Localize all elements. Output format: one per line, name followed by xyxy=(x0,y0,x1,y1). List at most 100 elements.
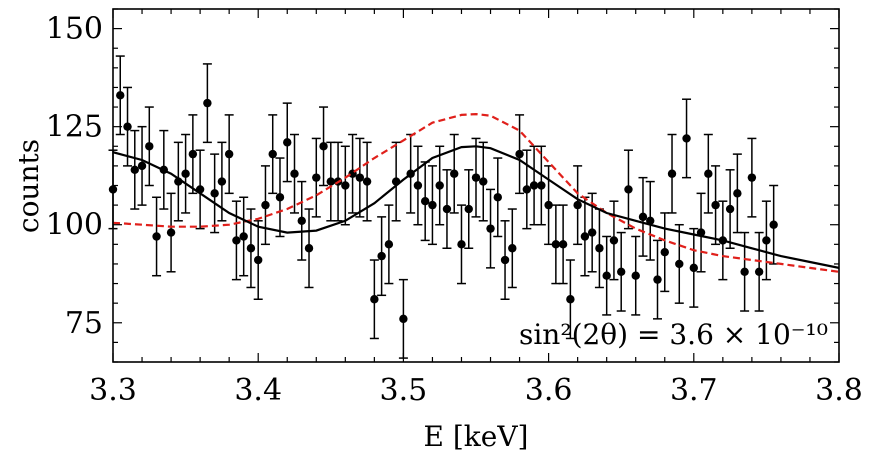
data-point xyxy=(442,204,452,214)
data-point xyxy=(435,181,444,190)
data-point xyxy=(275,193,285,202)
x-tick-label: 3.8 xyxy=(815,373,863,408)
fit-line-solid xyxy=(113,145,839,269)
data-point xyxy=(566,295,575,304)
data-point xyxy=(181,169,190,178)
data-point xyxy=(529,181,539,190)
data-point xyxy=(733,189,742,198)
data-point xyxy=(210,189,219,198)
data-point xyxy=(682,134,691,143)
data-point xyxy=(130,165,139,175)
model-line-dashed xyxy=(113,112,839,273)
data-point xyxy=(290,169,299,178)
data-point xyxy=(420,196,430,206)
data-point xyxy=(740,267,749,276)
data-point xyxy=(595,244,604,253)
data-point xyxy=(428,200,437,210)
data-point xyxy=(537,181,546,190)
data-point xyxy=(217,177,227,186)
data-point xyxy=(580,232,590,241)
data-point xyxy=(558,240,568,249)
data-point xyxy=(137,161,147,171)
data-point xyxy=(188,149,198,159)
data-point xyxy=(711,200,720,210)
data-point xyxy=(646,216,655,225)
data-point xyxy=(232,236,241,245)
data-point xyxy=(457,240,466,249)
data-point xyxy=(268,149,277,159)
data-point xyxy=(660,247,669,257)
y-axis-label: counts xyxy=(12,139,45,233)
data-point xyxy=(638,212,648,222)
axes: 3.3 3.4 3.5 3.6 3.7 3.8 75 100 125 150 xyxy=(46,8,863,408)
data-point xyxy=(754,267,764,276)
data-point xyxy=(653,275,662,284)
data-point xyxy=(145,142,154,151)
data-point xyxy=(450,169,459,178)
data-point xyxy=(493,193,502,202)
data-point xyxy=(544,200,553,210)
y-tick-label: 100 xyxy=(46,208,103,243)
data-point xyxy=(689,263,698,273)
data-point xyxy=(704,169,713,178)
data-point xyxy=(667,169,677,178)
data-point xyxy=(152,232,161,241)
data-point xyxy=(725,204,735,214)
y-tick-label: 75 xyxy=(65,306,103,341)
data-point xyxy=(486,224,495,233)
data-point xyxy=(239,232,248,241)
y-tick-label: 125 xyxy=(46,110,103,145)
y-tick-label: 150 xyxy=(46,12,103,47)
data-point xyxy=(762,236,771,245)
x-tick-label: 3.7 xyxy=(670,373,718,408)
data-point xyxy=(377,251,386,261)
x-tick-label: 3.6 xyxy=(525,373,573,408)
data-point xyxy=(479,177,488,186)
mixing-angle-annotation: sin²(2θ) = 3.6 × 10⁻¹⁰ xyxy=(519,318,828,351)
data-point xyxy=(413,181,423,190)
data-point xyxy=(370,295,379,304)
data-point xyxy=(384,240,394,249)
data-point xyxy=(573,200,582,210)
data-point xyxy=(617,267,626,276)
data-point xyxy=(500,255,510,265)
data-point xyxy=(508,244,517,253)
x-tick-label: 3.4 xyxy=(234,373,282,408)
data-point xyxy=(609,236,619,245)
data-point xyxy=(326,177,335,186)
data-point xyxy=(203,98,212,108)
data-point xyxy=(587,228,597,237)
data-point xyxy=(341,181,350,190)
data-point xyxy=(312,173,321,182)
data-point xyxy=(254,255,263,265)
data-point xyxy=(116,91,125,100)
x-tick-label: 3.3 xyxy=(89,373,137,408)
data-point xyxy=(747,173,757,182)
data-point xyxy=(631,271,640,280)
x-tick-label: 3.5 xyxy=(380,373,428,408)
data-point xyxy=(224,149,234,159)
plot-content xyxy=(108,55,839,359)
x-axis-label: E [keV] xyxy=(424,420,529,453)
data-point xyxy=(515,149,524,159)
data-point xyxy=(261,200,270,210)
data-point xyxy=(362,177,372,186)
data-point xyxy=(123,122,132,131)
data-point xyxy=(471,173,481,182)
data-point xyxy=(769,220,778,229)
data-point xyxy=(355,173,365,182)
data-point xyxy=(246,244,256,253)
data-point xyxy=(675,259,684,269)
data-point xyxy=(399,314,408,324)
data-point xyxy=(283,138,292,147)
data-point xyxy=(522,185,532,194)
data-point xyxy=(297,216,306,225)
data-point xyxy=(319,142,328,151)
data-point xyxy=(464,204,473,214)
data-point xyxy=(551,240,561,249)
data-series xyxy=(108,55,779,359)
data-point xyxy=(166,228,176,237)
data-point xyxy=(602,271,611,280)
data-point xyxy=(624,185,633,194)
